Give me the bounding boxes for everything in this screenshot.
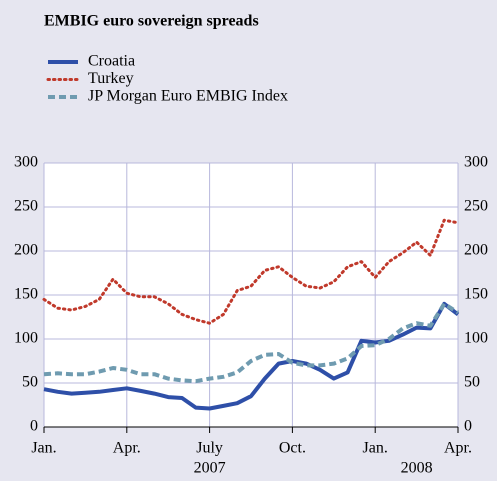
x-tick-label: Apr. [113, 440, 141, 457]
x-year-label: 2008 [401, 460, 433, 477]
series-line [42, 218, 460, 325]
chart-title: EMBIG euro sovereign spreads [44, 13, 259, 30]
y2-tick-label: 250 [464, 198, 488, 215]
y-tick-label: 200 [14, 242, 38, 259]
x-tick-label: Jan. [363, 440, 388, 457]
y-tick-label: 50 [22, 374, 38, 391]
legend-label: Turkey [88, 70, 134, 87]
x-tick-label: July [196, 440, 223, 457]
y-tick-label: 100 [14, 330, 38, 347]
y2-tick-label: 50 [464, 374, 480, 391]
y2-tick-label: 300 [464, 154, 488, 171]
legend-label: JP Morgan Euro EMBIG Index [88, 88, 288, 105]
x-tick-label: Jan. [31, 440, 56, 457]
y-tick-label: 0 [30, 418, 38, 435]
series-line [43, 301, 460, 384]
x-tick-label: Oct. [279, 440, 306, 457]
y-tick-label: 150 [14, 286, 38, 303]
legend-label: Croatia [88, 53, 135, 70]
y2-tick-label: 200 [464, 242, 488, 259]
y-tick-label: 250 [14, 198, 38, 215]
y-tick-label: 300 [14, 154, 38, 171]
y2-tick-label: 150 [464, 286, 488, 303]
y2-tick-label: 100 [464, 330, 488, 347]
y2-tick-label: 0 [464, 418, 472, 435]
x-year-label: 2007 [194, 460, 226, 477]
x-tick-label: Apr. [444, 440, 472, 457]
